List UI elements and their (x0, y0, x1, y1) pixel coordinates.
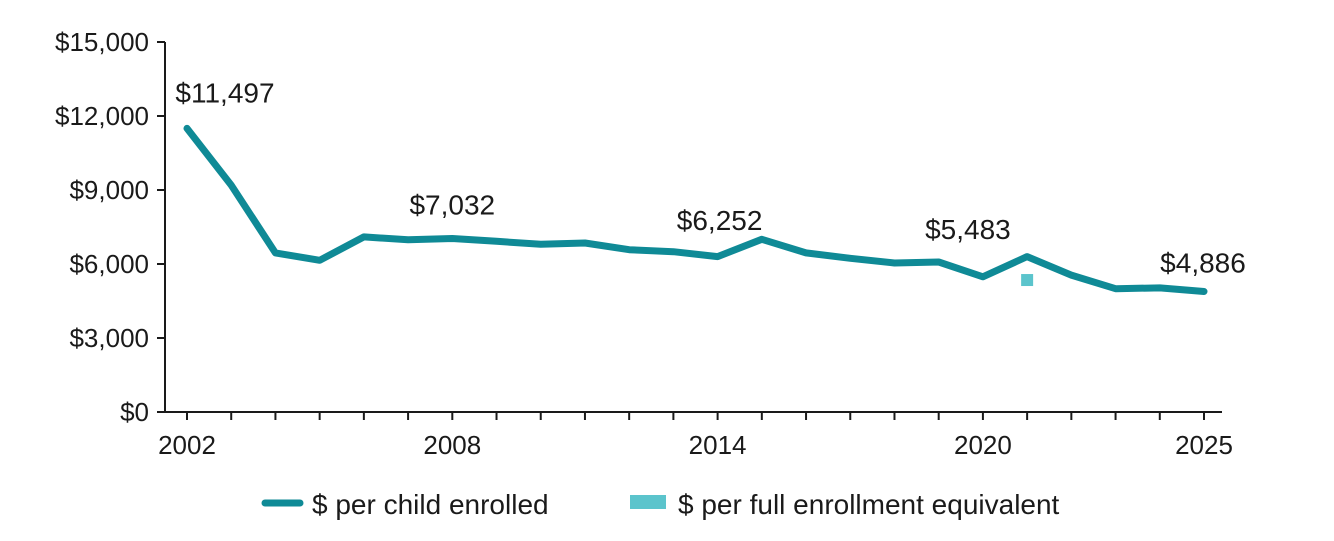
y-tick-label: $0 (120, 397, 149, 427)
y-tick-label: $6,000 (69, 249, 149, 279)
series-marker-per-full-enrollment-equivalent (1021, 274, 1034, 287)
y-tick-label: $3,000 (69, 323, 149, 353)
data-label: $6,252 (677, 205, 763, 236)
x-tick-label: 2025 (1175, 430, 1233, 460)
x-tick-label: 2020 (954, 430, 1012, 460)
y-tick-label: $9,000 (69, 175, 149, 205)
data-label: $7,032 (409, 190, 495, 221)
data-label: $11,497 (175, 77, 274, 108)
y-tick-label: $12,000 (55, 101, 149, 131)
legend-label-per-child-enrolled: $ per child enrolled (312, 489, 549, 520)
x-tick-label: 2008 (423, 430, 481, 460)
legend-label-per-full-enrollment-equivalent: $ per full enrollment equivalent (678, 489, 1060, 520)
legend-swatch-per-full-enrollment-equivalent (630, 495, 666, 509)
data-label: $5,483 (925, 214, 1011, 245)
legend: $ per child enrolled $ per full enrollme… (261, 489, 1060, 520)
y-tick-label: $15,000 (55, 27, 149, 57)
annotation-layer: $11,497 $7,032 $6,252 $5,483 $4,886 (175, 77, 1245, 278)
series-line-per-child-enrolled (183, 124, 1208, 295)
axes: $0 $3,000 $6,000 $9,000 $12,000 $15,000 2002 20… (55, 27, 1233, 460)
x-tick-label: 2002 (158, 430, 216, 460)
series-layer (183, 124, 1208, 295)
data-label: $4,886 (1160, 247, 1246, 278)
x-tick-label: 2014 (689, 430, 747, 460)
